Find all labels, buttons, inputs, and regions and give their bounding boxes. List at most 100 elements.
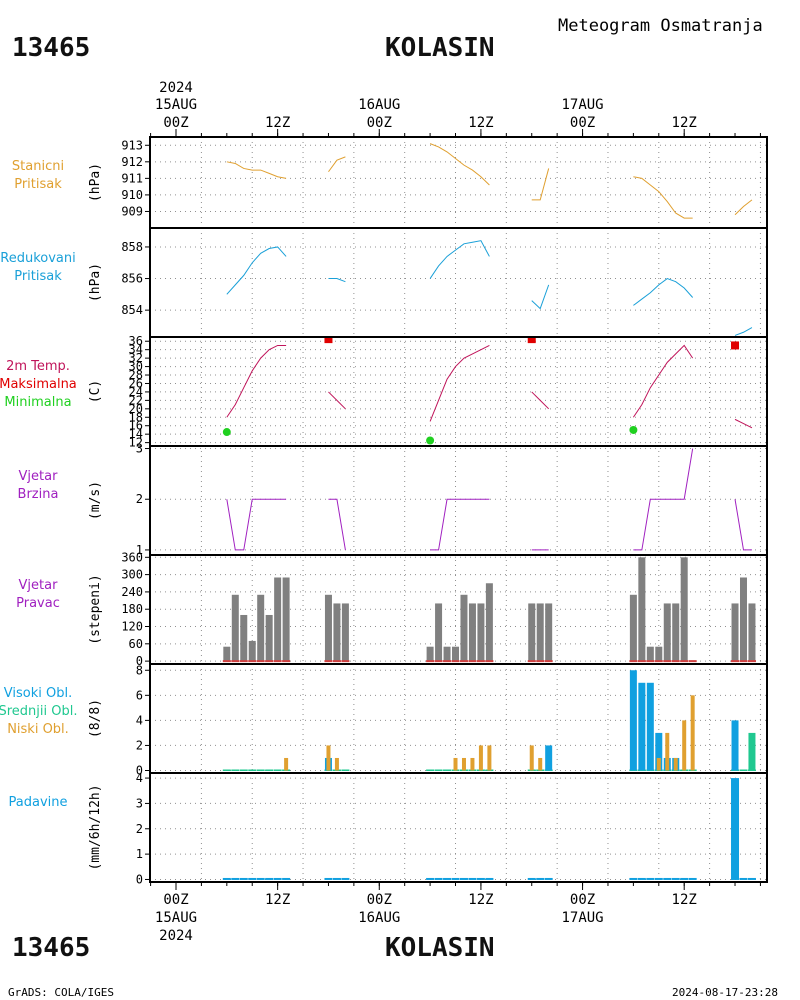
cloud-bar xyxy=(284,757,289,771)
y-tick-label: 4 xyxy=(136,771,143,785)
wind-direction-bar xyxy=(638,557,646,662)
panel-data xyxy=(222,337,753,445)
wind-direction-base xyxy=(637,660,646,663)
y-axis-label: (hPa) xyxy=(88,263,103,302)
y-tick-label: 3 xyxy=(136,442,143,456)
panel-frame xyxy=(149,445,768,556)
cloud-bar xyxy=(326,745,331,771)
precip-baseline xyxy=(739,877,748,880)
wind-direction-base xyxy=(239,660,248,663)
precip-baseline xyxy=(536,877,545,880)
wind-direction-base xyxy=(680,660,689,663)
cloud-baseline xyxy=(273,769,282,771)
cloud-bar xyxy=(629,670,637,771)
y-tick-label: 0 xyxy=(136,872,143,886)
precip-baseline xyxy=(324,877,333,880)
cloud-bar xyxy=(673,757,678,771)
temperature-line xyxy=(531,391,550,410)
precip-baseline xyxy=(248,877,257,880)
precip-baseline xyxy=(485,877,494,880)
wind-direction-bar xyxy=(274,577,282,662)
wind-direction-bar xyxy=(528,603,536,662)
y-axis-label: (8/8) xyxy=(88,699,103,738)
station-name-top: KOLASIN xyxy=(385,33,495,63)
wind-direction-bar xyxy=(468,603,476,662)
precip-baseline xyxy=(434,877,443,880)
cloud-bar xyxy=(690,695,695,771)
meteogram-panels: 909910911912913(hPa)StanicniPritisak8548… xyxy=(0,136,768,886)
cloud-bar xyxy=(682,720,687,771)
y-tick-label: 180 xyxy=(121,602,143,616)
precip-baseline xyxy=(476,877,485,880)
panel-redukovani-pritisak: 854 856 858 (hPa) Redukovani Pritisak xyxy=(0,227,768,338)
panel-data xyxy=(226,143,753,219)
y-tick-label: 30 xyxy=(129,360,143,374)
y-tick-label: 32 xyxy=(129,351,143,365)
panel-label: Vjetar xyxy=(19,469,59,484)
precip-baseline xyxy=(239,877,248,880)
pressure-line xyxy=(633,277,694,306)
pressure-line xyxy=(531,168,550,201)
cloud-bar xyxy=(545,745,553,771)
wind-direction-bar xyxy=(341,603,349,662)
panel-label: Maksimalna xyxy=(0,377,77,392)
wind-direction-base xyxy=(544,660,553,663)
y-tick-label: 20 xyxy=(129,402,143,416)
y-tick-label: 912 xyxy=(121,155,143,169)
y-tick-label: 858 xyxy=(121,240,143,254)
temperature-line xyxy=(429,345,490,422)
wind-direction-bar xyxy=(452,646,460,662)
cloud-bar xyxy=(655,732,663,771)
y-tick-label: 240 xyxy=(121,585,143,599)
panel-frame xyxy=(149,136,768,229)
y-tick-label: 4 xyxy=(136,713,143,727)
wind-direction-bar xyxy=(426,646,434,662)
y-tick-label: 26 xyxy=(129,376,143,390)
pressure-line xyxy=(429,143,490,186)
precip-baseline xyxy=(265,877,274,880)
y-tick-label: 24 xyxy=(129,385,143,399)
precip-baseline xyxy=(663,877,672,880)
pressure-line xyxy=(429,240,490,279)
cloud-baseline xyxy=(231,769,240,771)
panel-label: 2m Temp. xyxy=(6,359,70,374)
precip-baseline xyxy=(688,877,697,880)
tmax-marker xyxy=(731,341,740,350)
cloud-bar xyxy=(334,757,339,771)
wind-direction-base xyxy=(222,660,231,663)
precip-baseline xyxy=(231,877,240,880)
pressure-line xyxy=(328,278,346,283)
y-tick-label: 8 xyxy=(136,663,143,677)
precip-baseline xyxy=(680,877,689,880)
panel-label: Vjetar xyxy=(19,578,59,593)
y-tick-label: 300 xyxy=(121,568,143,582)
cloud-baseline xyxy=(248,769,257,771)
year-label-bottom: 2024 xyxy=(159,928,193,944)
station-id-top: 13465 xyxy=(12,33,90,63)
wind-speed-line xyxy=(328,498,346,551)
panel-oblacnost: 0 2 4 6 8 (8/8) Visoki Obl. Srednjii Obl. Niski … xyxy=(0,663,768,777)
cloud-baseline xyxy=(341,769,350,771)
pressure-line xyxy=(226,246,287,295)
station-name-bottom: KOLASIN xyxy=(385,933,495,963)
cloud-bar xyxy=(478,745,483,771)
panel-label: Niski Obl. xyxy=(7,722,69,737)
y-tick-label: 120 xyxy=(121,620,143,634)
cloud-baseline xyxy=(239,769,248,771)
y-tick-label: 34 xyxy=(129,343,143,357)
cloud-bar xyxy=(665,732,670,771)
wind-direction-bar xyxy=(240,614,248,662)
wind-direction-base xyxy=(485,660,494,663)
temperature-line xyxy=(328,391,346,410)
wind-direction-bar xyxy=(646,646,654,662)
y-tick-label: 28 xyxy=(129,368,143,382)
wind-direction-bar xyxy=(257,594,265,662)
wind-direction-bar xyxy=(282,577,290,662)
time-axis-top: 2024 00Z 15AUG 12Z 00Z 16AUG 12Z 00Z 17AUG 12Z xyxy=(150,80,761,137)
wind-direction-base xyxy=(451,660,460,663)
tmin-marker xyxy=(426,436,435,445)
panel-vjetar-pravac: 0 60 120 180 240 300 360 (stepeni) Vjetar Pravac xyxy=(16,550,768,668)
panel-padavine: 0 1 2 3 4 (mm/6h/12h) Padavine xyxy=(9,771,768,886)
